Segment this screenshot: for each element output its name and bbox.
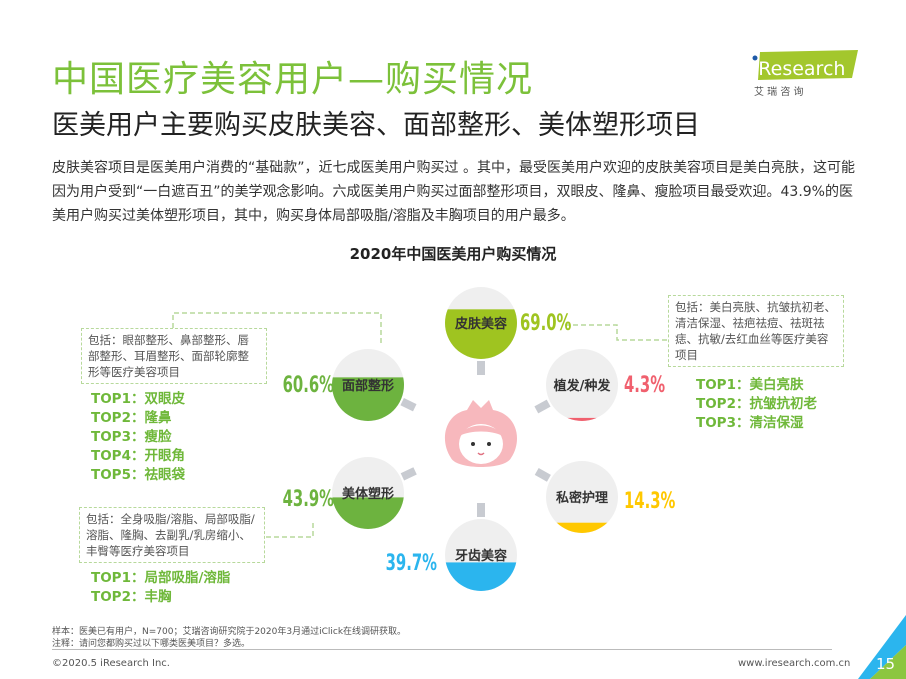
gauge-fill (546, 417, 618, 421)
top-item: TOP4：开眼角 (91, 448, 185, 464)
value-label: 43.9% (283, 487, 335, 512)
sample-note: 样本：医美已有用户，N=700；艾瑞咨询研究院于2020年3月通过iClick在… (52, 627, 407, 637)
gauge-fill (332, 497, 404, 529)
body-top-list: TOP1：局部吸脂/溶脂 TOP2：丰胸 (91, 569, 230, 607)
svg-text:iResearch: iResearch (753, 58, 845, 80)
top-item: TOP3：清洁保湿 (696, 415, 804, 431)
girl-face-icon (444, 400, 517, 467)
chart-title: 2020年中国医美用户购买情况 (349, 245, 557, 263)
top-item: TOP2：丰胸 (91, 589, 172, 605)
face-top-list: TOP1：双眼皮 TOP2：隆鼻 TOP3：瘦脸 TOP4：开眼角 TOP5：祛… (91, 390, 185, 485)
skin-desc-box: 包括：美白亮肤、抗皱抗初老、清洁保湿、祛疤祛痘、祛斑祛痣、抗敏/去红血丝等医疗美… (668, 295, 844, 367)
top-item: TOP2：隆鼻 (91, 410, 172, 426)
connector-line (534, 467, 551, 482)
value-label: 69.0% (520, 311, 572, 336)
category-label: 植发/种发 (553, 378, 612, 394)
top-item: TOP3：瘦脸 (91, 429, 172, 445)
value-label: 39.7% (386, 551, 438, 576)
top-item: TOP1：双眼皮 (91, 391, 185, 407)
category-label: 牙齿美容 (455, 548, 507, 564)
copyright: ©2020.5 iResearch Inc. (52, 658, 170, 669)
top-item: TOP5：祛眼袋 (91, 467, 185, 483)
svg-text:艾 瑞 咨 询: 艾 瑞 咨 询 (754, 85, 804, 98)
top-item: TOP2：抗皱抗初老 (696, 396, 817, 412)
page-subtitle: 医美用户主要购买皮肤美容、面部整形、美体塑形项目 (52, 110, 700, 141)
value-label: 4.3% (624, 373, 665, 398)
body-desc-box: 包括：全身吸脂/溶脂、局部吸脂/溶脂、隆胸、去副乳/乳房缩小、丰臀等医疗美容项目 (79, 507, 265, 563)
gauge-fill (445, 562, 517, 591)
connector-line (400, 398, 417, 412)
category-label: 美体塑形 (342, 486, 394, 502)
gauge-circle (546, 349, 618, 421)
intro-paragraph: 皮肤美容项目是医美用户消费的“基础款”，近七成医美用户购买过 。其中，最受医美用… (52, 160, 855, 224)
iresearch-logo: iResearch 艾 瑞 咨 询 (752, 50, 860, 98)
value-label: 60.6% (283, 373, 335, 398)
category-label: 皮肤美容 (454, 316, 507, 332)
page-title: 中国医疗美容用户—购买情况 (52, 59, 534, 100)
top-item: TOP1：局部吸脂/溶脂 (91, 570, 231, 586)
top-item: TOP1：美白亮肤 (696, 377, 804, 393)
website: www.iresearch.com.cn (738, 658, 851, 669)
skin-top-list: TOP1：美白亮肤 TOP2：抗皱抗初老 TOP3：清洁保湿 (696, 376, 817, 433)
leader-lines (172, 312, 668, 538)
page-number: 15 (876, 655, 896, 673)
gauge-circle (546, 461, 618, 533)
face-desc-box: 包括：眼部整形、鼻部整形、唇部整形、耳眉整形、面部轮廓整形等医疗美容项目 (81, 328, 267, 384)
page-corner-decoration (858, 615, 906, 679)
category-label: 私密护理 (556, 490, 608, 506)
footer-divider (52, 649, 832, 650)
value-label: 14.3% (624, 489, 676, 514)
connector-line (534, 399, 551, 414)
connectors (400, 361, 551, 517)
category-label: 面部整形 (342, 378, 394, 394)
gauge-fill (546, 522, 618, 533)
remark-note: 注释：请问您都购买过以下哪类医美项目？多选。 (52, 639, 251, 649)
connector-line (400, 467, 417, 481)
